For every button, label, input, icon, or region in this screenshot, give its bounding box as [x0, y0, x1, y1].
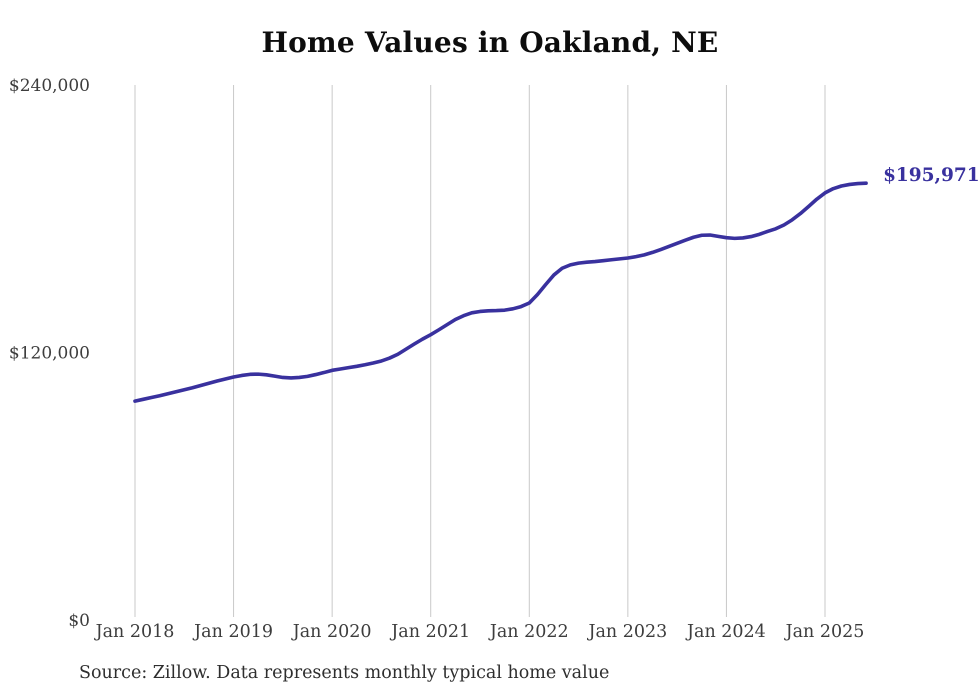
y-axis-tick-label: $0 — [68, 611, 90, 631]
home-value-series-line — [133, 181, 868, 403]
final-value-label: $195,971 — [883, 165, 980, 186]
x-axis-tick-label: Jan 2022 — [488, 622, 569, 642]
x-axis-tick-label: Jan 2025 — [784, 622, 865, 642]
x-axis-tick-label: Jan 2023 — [586, 622, 667, 642]
chart-title: Home Values in Oakland, NE — [261, 26, 719, 59]
x-axis-tick-label: Jan 2019 — [192, 622, 273, 642]
y-axis-tick-label: $120,000 — [9, 344, 90, 364]
x-axis-tick-label: Jan 2021 — [389, 622, 470, 642]
source-note: Source: Zillow. Data represents monthly … — [79, 663, 610, 683]
x-axis-tick-label: Jan 2024 — [685, 622, 766, 642]
y-axis-tick-label: $240,000 — [9, 76, 90, 96]
x-axis-tick-label: Jan 2020 — [291, 622, 372, 642]
x-axis-tick-label: Jan 2018 — [94, 622, 175, 642]
